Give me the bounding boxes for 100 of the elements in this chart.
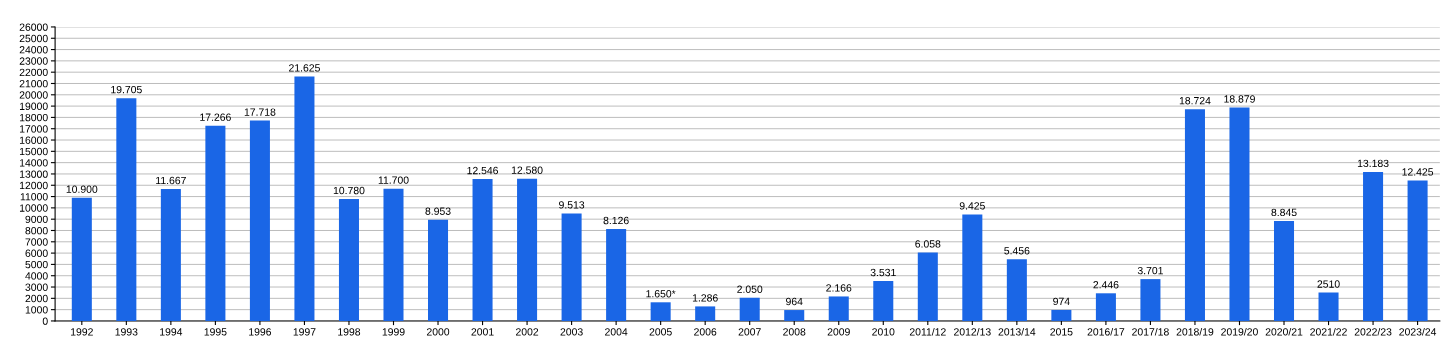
- bar: [962, 214, 983, 321]
- bar: [294, 76, 315, 321]
- bar: [1140, 279, 1161, 321]
- data-label: 6.058: [915, 240, 941, 248]
- y-tick-label: 25000: [19, 34, 48, 43]
- data-label: 2510: [1317, 280, 1340, 288]
- data-label: 11.700: [378, 176, 409, 184]
- x-tick-label: 1998: [338, 328, 361, 336]
- x-tick-label: 1995: [204, 328, 227, 336]
- bar: [1318, 292, 1339, 321]
- y-tick-label: 19000: [19, 102, 48, 110]
- data-label: 17.266: [200, 113, 231, 121]
- x-tick-label: 2001: [471, 328, 494, 336]
- x-tick-label: 2008: [783, 328, 806, 336]
- data-label: 12.546: [467, 166, 499, 175]
- bar: [828, 296, 849, 321]
- data-label: 18.879: [1224, 95, 1255, 103]
- data-label: 9.425: [959, 202, 985, 210]
- data-label: 17.718: [244, 108, 276, 116]
- bar: [71, 197, 92, 321]
- data-label: 8.126: [603, 216, 629, 225]
- data-label: 12.425: [1402, 168, 1434, 176]
- bar: [695, 306, 716, 321]
- data-label: 2.166: [826, 284, 852, 292]
- data-label: 9.513: [559, 201, 585, 209]
- y-tick-label: 7000: [25, 238, 48, 246]
- x-tick-label: 2010: [872, 328, 895, 336]
- x-tick-label: 2022/23: [1354, 327, 1392, 336]
- y-tick-label: 21000: [19, 79, 48, 88]
- x-tick-label: 2003: [560, 328, 583, 336]
- bar: [1184, 109, 1205, 321]
- x-tick-label: 2015: [1050, 328, 1073, 336]
- data-label: 12.580: [511, 166, 543, 174]
- x-tick-label: 2005: [649, 328, 672, 336]
- x-tick-label: 2012/13: [954, 327, 991, 336]
- bar: [205, 125, 226, 321]
- bar: [383, 188, 404, 321]
- data-label: 1.650*: [646, 290, 676, 298]
- y-tick-label: 18000: [19, 113, 48, 122]
- x-tick-label: 2006: [694, 328, 717, 336]
- y-tick-label: 24000: [19, 46, 48, 54]
- bar: [606, 229, 627, 321]
- y-tick-label: 10000: [19, 204, 48, 212]
- bar: [517, 178, 538, 321]
- bar: [1229, 107, 1250, 321]
- y-tick-label: 13000: [19, 170, 48, 178]
- x-tick-label: 1994: [160, 328, 183, 336]
- x-tick-label: 2020/21: [1265, 327, 1303, 336]
- data-label: 18.724: [1179, 97, 1211, 105]
- y-tick-label: 4000: [25, 272, 48, 280]
- x-tick-label: 2016/17: [1087, 327, 1125, 336]
- data-label: 8.845: [1271, 208, 1297, 217]
- x-tick-label: 1999: [382, 328, 405, 336]
- y-tick-label: 6000: [25, 249, 48, 257]
- x-tick-label: 2004: [605, 328, 628, 336]
- data-label: 974: [1053, 297, 1070, 306]
- bar: [338, 199, 359, 321]
- x-tick-label: 2019/20: [1221, 327, 1258, 336]
- bar: [873, 281, 894, 321]
- x-tick-label: 2017/18: [1132, 327, 1169, 336]
- bar: [1051, 309, 1072, 321]
- bar: [116, 98, 137, 321]
- data-label: 5.456: [1004, 247, 1030, 255]
- bar: [428, 219, 449, 321]
- bar: [784, 310, 805, 321]
- bar: [650, 302, 671, 321]
- y-tick-label: 26000: [19, 23, 48, 31]
- x-tick-label: 2007: [738, 328, 761, 336]
- y-tick-label: 3000: [25, 283, 48, 291]
- data-label: 21.625: [289, 64, 320, 72]
- x-tick-label: 1997: [293, 328, 316, 336]
- y-tick-label: 2000: [25, 294, 48, 303]
- data-label: 2.050: [737, 285, 763, 293]
- y-tick-label: 15000: [19, 147, 48, 156]
- x-tick-label: 2011/12: [909, 327, 946, 336]
- data-label: 10.780: [333, 186, 365, 195]
- bar: [249, 120, 270, 321]
- data-label: 13.183: [1357, 159, 1389, 168]
- y-tick-label: 23000: [19, 57, 48, 65]
- x-tick-label: 2000: [426, 328, 450, 336]
- data-label: 11.667: [156, 176, 186, 185]
- y-tick-label: 20000: [19, 91, 48, 99]
- y-tick-label: 22000: [19, 68, 48, 77]
- bar: [917, 252, 938, 321]
- y-tick-label: 17000: [19, 125, 48, 133]
- data-label: 8.953: [425, 207, 451, 215]
- y-tick-label: 16000: [19, 136, 48, 144]
- y-tick-label: 8000: [25, 226, 48, 235]
- x-tick-label: 1996: [249, 328, 272, 336]
- data-label: 2.446: [1093, 281, 1119, 289]
- y-tick-label: 12000: [19, 181, 48, 190]
- bar: [1095, 293, 1116, 321]
- x-tick-label: 2021/22: [1310, 327, 1347, 336]
- x-tick-label: 2013/14: [998, 327, 1036, 336]
- bar: [472, 179, 493, 321]
- bar: [160, 189, 181, 321]
- y-tick-label: 11000: [20, 193, 48, 201]
- y-tick-label: 9000: [25, 215, 48, 224]
- x-tick-label: 2009: [827, 328, 850, 336]
- x-tick-label: 2002: [516, 328, 539, 336]
